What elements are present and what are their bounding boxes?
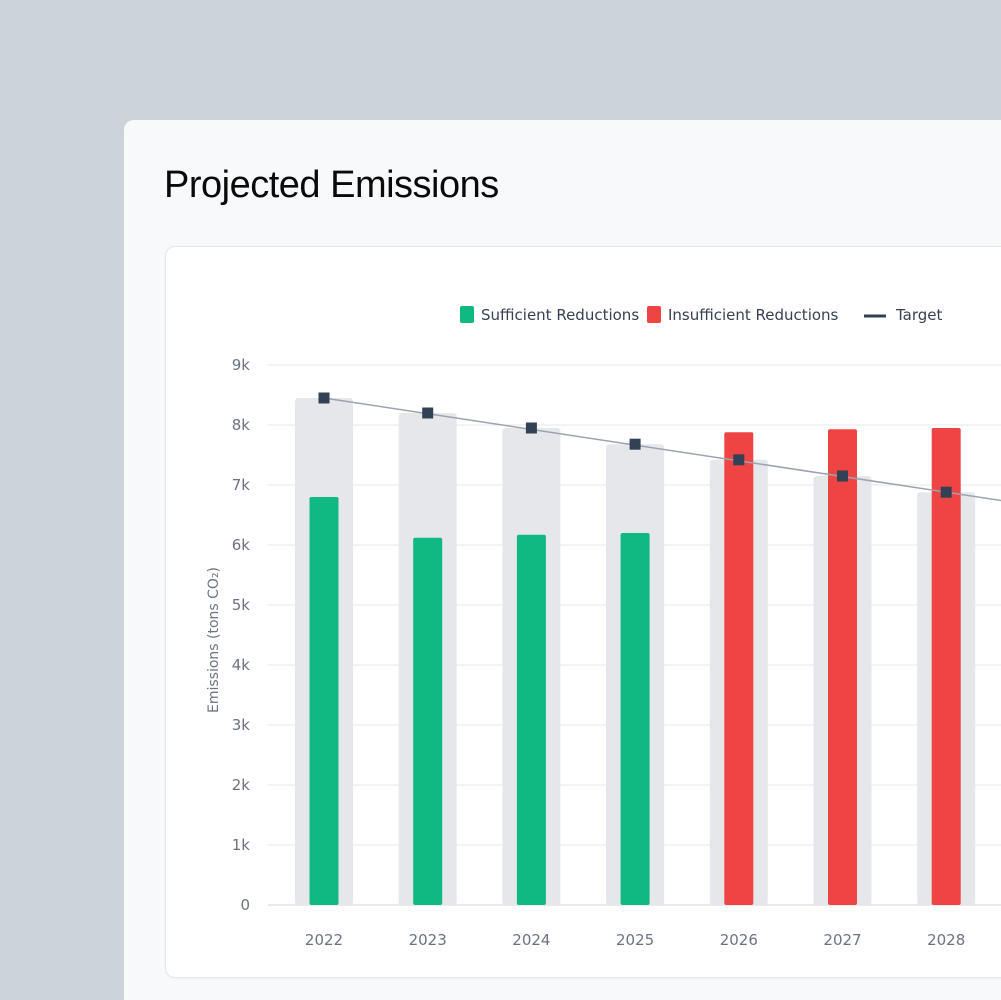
emissions-chart: Sufficient Reductions Insufficient Reduct… [206,306,1001,949]
emission-bar-sufficient[interactable] [516,534,546,905]
x-tick-label: 2027 [823,931,861,949]
dashboard-panel: Projected Emissions Sufficient Reduction… [124,120,1001,1000]
y-tick-label: 8k [232,416,251,434]
legend-swatch [460,306,474,323]
x-tick-label: 2025 [616,931,654,949]
target-trend-line [323,397,1001,502]
target-point[interactable] [422,407,434,419]
y-tick-label: 6k [232,536,251,554]
chart-legend: Sufficient Reductions Insufficient Reduct… [460,306,943,324]
legend-label: Target [895,306,943,324]
y-tick-label: 9k [232,356,251,374]
emission-bar-insufficient[interactable] [931,428,961,905]
emission-bar-sufficient[interactable] [413,537,443,905]
legend-swatch [647,306,661,323]
y-axis-title: Emissions (tons CO₂) [206,567,222,713]
y-axis: 0 1k 2k 3k 4k 5k 6k 7k 8k 9k Emissions (tons CO₂) [206,356,1001,914]
x-tick-label: 2026 [720,931,758,949]
page-title: Projected Emissions [164,164,499,206]
y-tick-label: 4k [232,656,251,674]
x-tick-label: 2023 [409,931,447,949]
legend-item-insufficient[interactable]: Insufficient Reductions [647,306,839,324]
y-tick-label: 2k [232,776,251,794]
y-tick-label: 0 [240,896,250,914]
target-point[interactable] [525,422,537,434]
target-point[interactable] [629,438,641,450]
x-tick-label: 2028 [927,931,965,949]
x-axis: 2022 2023 2024 2025 2026 2027 2028 [305,931,965,949]
emission-bar-insufficient[interactable] [828,429,857,905]
y-tick-label: 1k [232,836,251,854]
target-line-series [318,392,1001,502]
legend-label: Insufficient Reductions [668,306,839,324]
legend-item-sufficient[interactable]: Sufficient Reductions [460,306,639,324]
emission-bar-sufficient[interactable] [309,497,339,905]
y-tick-label: 7k [232,476,251,494]
legend-label: Sufficient Reductions [481,306,639,324]
target-point[interactable] [940,486,952,498]
x-tick-label: 2022 [305,931,343,949]
target-point[interactable] [318,392,330,404]
x-tick-label: 2024 [512,931,550,949]
y-tick-label: 3k [232,716,251,734]
chart-card: Sufficient Reductions Insufficient Reduct… [165,246,1001,978]
target-point[interactable] [733,454,745,466]
target-point[interactable] [837,470,848,482]
emission-bar-insufficient[interactable] [724,432,754,905]
legend-item-target[interactable]: Target [864,306,943,324]
emission-bars [309,428,961,905]
emission-bar-sufficient[interactable] [620,533,650,905]
y-tick-label: 5k [232,596,251,614]
